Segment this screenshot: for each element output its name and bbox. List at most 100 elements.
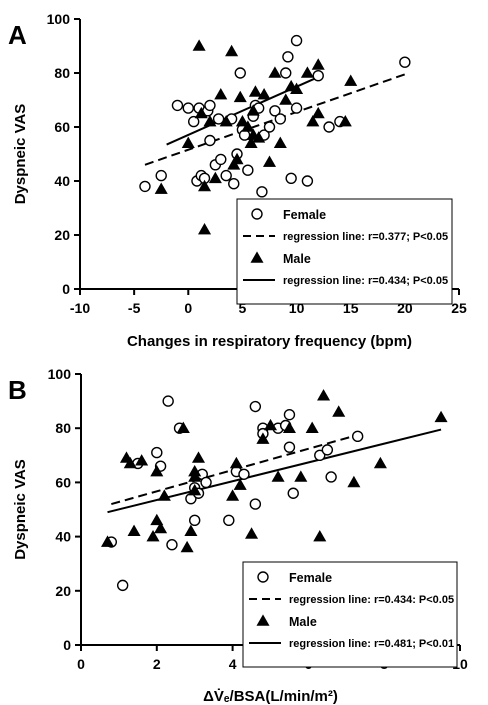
male-data-point <box>306 114 320 127</box>
x-tick-label: 5 <box>239 300 247 316</box>
legend-label-male: Male <box>283 252 311 266</box>
male-data-point <box>219 114 233 127</box>
female-data-point <box>323 121 335 133</box>
female-data-point <box>162 395 174 407</box>
female-data-point <box>301 175 314 187</box>
female-data-point <box>234 67 246 79</box>
x-tick-label: 0 <box>184 300 192 316</box>
female-data-point <box>325 471 337 483</box>
female-data-point <box>269 105 281 117</box>
male-data-point <box>203 114 217 127</box>
y-tick-label: 60 <box>55 474 71 490</box>
male-data-point <box>233 90 247 103</box>
female-data-point <box>285 172 297 185</box>
legend: Female regression line: r=0.434: P<0.05 Ma… <box>242 561 458 668</box>
female-data-point <box>171 99 184 112</box>
panel-letter: A <box>8 20 27 50</box>
male-data-point <box>181 136 195 148</box>
y-tick-label: 80 <box>55 420 71 436</box>
female-data-point <box>290 102 303 114</box>
male-data-point <box>257 87 271 100</box>
male-data-point <box>150 513 164 526</box>
female-data-point <box>204 134 216 147</box>
male-data-point <box>101 535 115 547</box>
male-data-point <box>273 136 287 148</box>
male-data-point <box>271 470 285 482</box>
regression-line-female <box>144 73 406 166</box>
x-tick-label: 4 <box>229 656 237 672</box>
legend-box <box>236 198 453 305</box>
male-data-point <box>256 432 270 444</box>
chart-panel-b: B0204060801000246810Dyspneic VASΔV̇ₑ/BSA… <box>8 366 468 705</box>
female-data-point <box>274 113 287 125</box>
male-data-point <box>191 451 206 463</box>
female-data-point <box>182 102 194 114</box>
male-data-point <box>146 529 160 542</box>
male-data-point <box>313 529 327 542</box>
female-data-point <box>204 99 216 112</box>
male-data-point <box>248 85 262 97</box>
male-data-point <box>180 540 194 553</box>
female-data-point <box>351 430 364 443</box>
y-tick-label: 100 <box>47 11 71 27</box>
male-data-point <box>347 475 361 488</box>
male-data-point <box>268 66 282 78</box>
male-data-point <box>245 527 259 539</box>
y-tick-label: 40 <box>54 173 70 189</box>
male-data-point <box>317 389 331 401</box>
x-tick-label: -10 <box>70 300 90 316</box>
y-tick-label: 0 <box>62 281 70 297</box>
female-data-point <box>187 115 200 128</box>
male-data-point <box>194 106 208 119</box>
legend-box <box>242 561 458 668</box>
y-tick-label: 80 <box>54 65 70 81</box>
female-data-point <box>228 177 240 190</box>
male-data-point <box>434 410 448 423</box>
male-data-point <box>235 114 249 127</box>
panel-letter: B <box>8 375 27 405</box>
female-data-point <box>151 446 163 459</box>
x-axis-label: ΔV̇ₑ/BSA(L/min/m²) <box>203 688 338 705</box>
female-data-point <box>166 539 178 551</box>
male-data-point <box>300 66 314 78</box>
male-data-point <box>373 456 387 469</box>
male-data-point <box>282 421 296 434</box>
legend-label-male-regression: regression line: r=0.434; P<0.05 <box>283 275 448 287</box>
legend-label-male: Male <box>289 615 317 629</box>
legend-male-marker <box>256 614 270 626</box>
series-male <box>154 39 358 235</box>
female-data-point <box>312 69 324 82</box>
y-tick-label: 40 <box>55 529 71 545</box>
y-tick-label: 20 <box>55 583 71 599</box>
female-data-point <box>282 51 294 63</box>
female-data-point <box>215 153 227 166</box>
female-data-point <box>249 400 262 413</box>
legend-label-female-regression: regression line: r=0.377; P<0.05 <box>283 231 448 243</box>
female-data-point <box>263 121 276 133</box>
male-data-point <box>230 152 244 165</box>
male-data-point <box>263 418 278 431</box>
x-tick-label: 0 <box>77 656 85 672</box>
series-female <box>105 395 364 592</box>
male-data-point <box>150 464 164 477</box>
male-data-point <box>192 39 206 51</box>
female-data-point <box>116 579 129 592</box>
legend-label-female: Female <box>283 208 326 222</box>
y-tick-label: 0 <box>63 637 71 653</box>
female-data-point <box>283 441 296 453</box>
female-data-point <box>242 164 254 176</box>
male-data-point <box>154 521 168 534</box>
male-data-point <box>305 421 319 434</box>
female-data-point <box>200 476 212 489</box>
male-data-point <box>135 454 149 466</box>
x-tick-label: 2 <box>153 656 161 672</box>
female-data-point <box>314 449 326 461</box>
female-data-point <box>321 444 334 456</box>
male-data-point <box>344 74 358 86</box>
female-data-point <box>155 169 167 182</box>
female-data-point <box>238 468 250 480</box>
female-data-point <box>287 487 299 499</box>
male-data-point <box>188 470 202 482</box>
